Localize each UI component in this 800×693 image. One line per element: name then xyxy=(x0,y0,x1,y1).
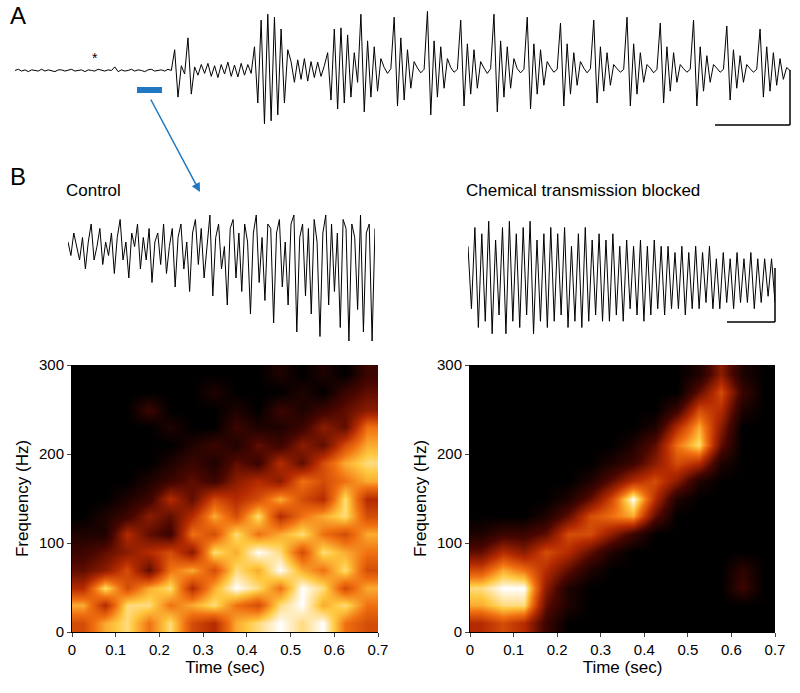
svg-text:0.2: 0.2 xyxy=(547,641,568,658)
svg-text:Time (sec): Time (sec) xyxy=(583,658,663,677)
svg-text:0: 0 xyxy=(454,623,462,640)
svg-text:0: 0 xyxy=(466,641,474,658)
svg-text:0: 0 xyxy=(68,641,76,658)
svg-text:0.6: 0.6 xyxy=(324,641,345,658)
svg-text:*: * xyxy=(92,50,98,66)
svg-text:100: 100 xyxy=(39,534,64,551)
svg-text:Frequency (Hz): Frequency (Hz) xyxy=(411,440,430,557)
svg-text:0.1: 0.1 xyxy=(105,641,126,658)
svg-text:A: A xyxy=(10,2,26,29)
svg-text:0: 0 xyxy=(56,623,64,640)
svg-text:0.7: 0.7 xyxy=(368,641,389,658)
svg-text:100: 100 xyxy=(437,534,462,551)
svg-text:0.4: 0.4 xyxy=(236,641,257,658)
svg-text:Frequency (Hz): Frequency (Hz) xyxy=(13,440,32,557)
svg-text:0.3: 0.3 xyxy=(590,641,611,658)
svg-text:0.7: 0.7 xyxy=(765,641,786,658)
svg-text:Chemical transmission blocked: Chemical transmission blocked xyxy=(466,181,700,200)
svg-text:300: 300 xyxy=(437,356,462,373)
svg-text:0.2: 0.2 xyxy=(149,641,170,658)
svg-text:0.5: 0.5 xyxy=(280,641,301,658)
svg-text:0.6: 0.6 xyxy=(721,641,742,658)
svg-text:200: 200 xyxy=(437,445,462,462)
svg-text:Control: Control xyxy=(66,181,121,200)
svg-text:Time (sec): Time (sec) xyxy=(185,658,265,677)
svg-text:0.3: 0.3 xyxy=(193,641,214,658)
svg-text:0.4: 0.4 xyxy=(634,641,655,658)
svg-text:0.1: 0.1 xyxy=(503,641,524,658)
svg-text:0.5: 0.5 xyxy=(677,641,698,658)
svg-text:300: 300 xyxy=(39,356,64,373)
svg-text:B: B xyxy=(10,163,26,190)
svg-text:200: 200 xyxy=(39,445,64,462)
